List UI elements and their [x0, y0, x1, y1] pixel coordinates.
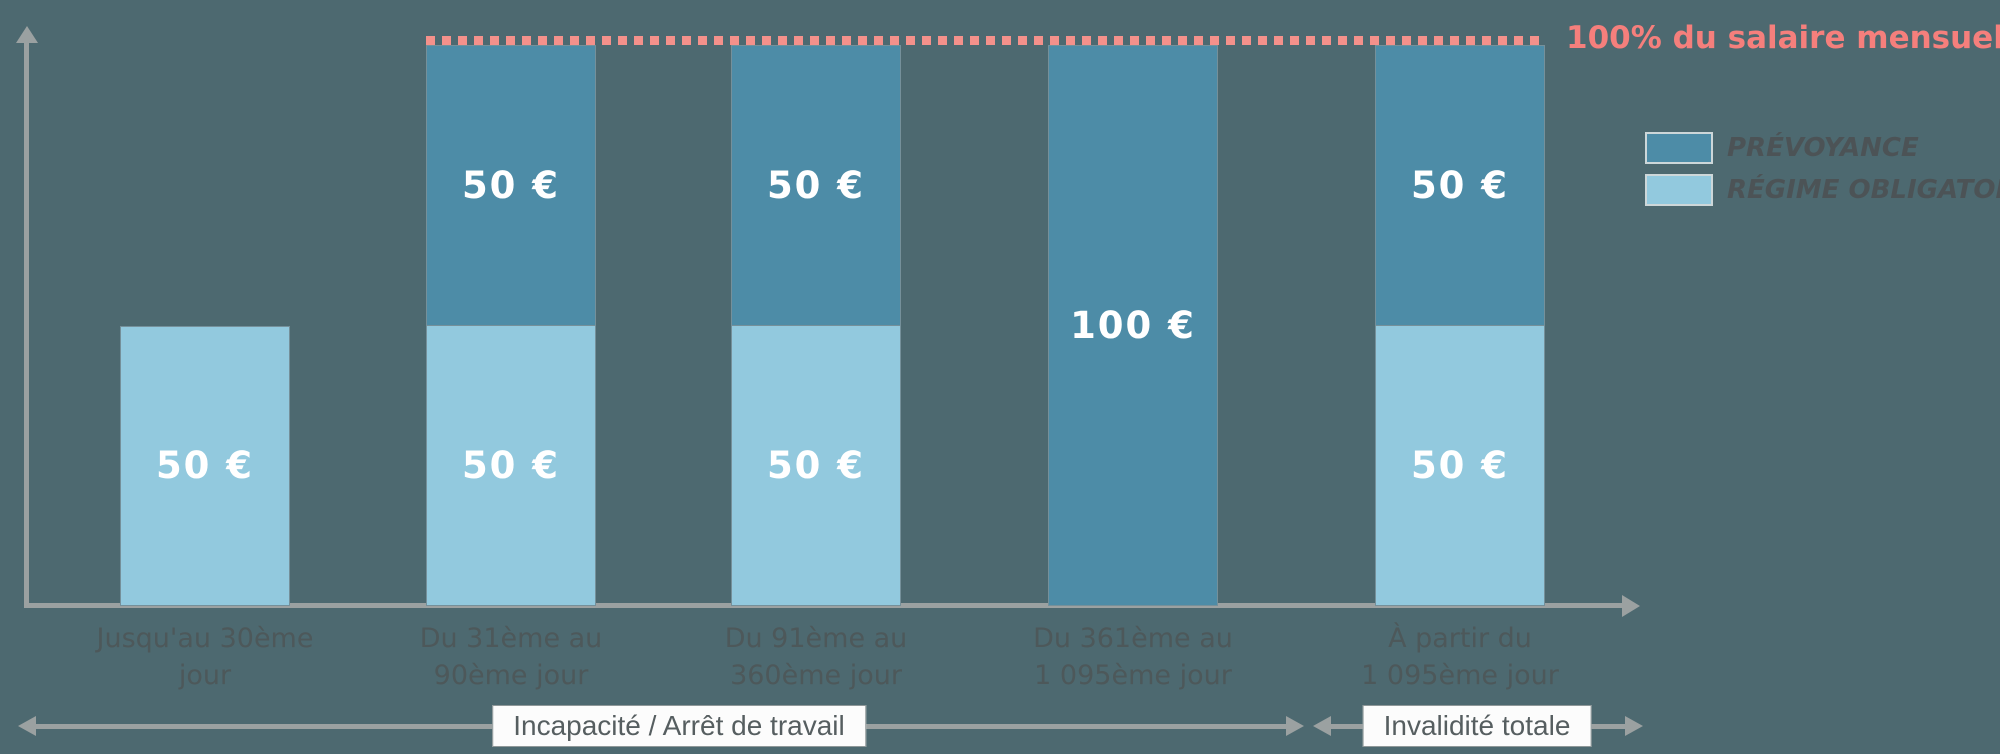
bar-group: 50 € 50 € — [426, 45, 596, 606]
bar-segment-regime: 50 € — [120, 325, 290, 606]
y-axis-arrow-icon — [16, 26, 38, 43]
bar-segment-regime: 50 € — [731, 325, 901, 606]
legend: PRÉVOYANCE RÉGIME OBLIGATOIRE — [1645, 130, 2000, 208]
legend-item-prevoyance: PRÉVOYANCE — [1645, 130, 2000, 166]
category-label-line: Du 91ème au — [724, 623, 908, 654]
bar-value-label: 50 € — [766, 443, 866, 487]
category-label: Jusqu'au 30ème jour — [45, 620, 365, 694]
bar-segment-prevoyance: 50 € — [426, 45, 596, 326]
bar-value-label: 100 € — [1070, 304, 1196, 347]
range1-label-box: Incapacité / Arrêt de travail — [492, 705, 866, 747]
legend-label: PRÉVOYANCE — [1727, 133, 1919, 163]
category-label-line: jour — [178, 660, 232, 691]
range2-label-box: Invalidité totale — [1362, 705, 1592, 747]
bar-segment-prevoyance: 50 € — [1375, 45, 1545, 326]
bar-group: 50 € 50 € — [1375, 45, 1545, 606]
max-reference-label: 100% du salaire mensuel — [1566, 20, 2000, 56]
bar-group: 50 € — [120, 325, 290, 606]
legend-swatch-regime-obligatoire — [1645, 174, 1713, 206]
category-label-line: 360ème jour — [730, 660, 902, 691]
bar-group: 100 € — [1048, 45, 1218, 606]
bar-value-label: 50 € — [1410, 443, 1510, 487]
x-axis-arrow-icon — [1622, 595, 1640, 617]
category-label-line: Du 361ème au — [1033, 623, 1233, 654]
bar-value-label: 50 € — [766, 163, 866, 207]
legend-swatch-prevoyance — [1645, 132, 1713, 164]
legend-label: RÉGIME OBLIGATOIRE — [1727, 175, 2000, 205]
bar-value-label: 50 € — [1410, 163, 1510, 207]
category-label: Du 31ème au 90ème jour — [351, 620, 671, 694]
bar-segment-prevoyance: 50 € — [731, 45, 901, 326]
bar-segment-regime: 50 € — [426, 325, 596, 606]
bar-value-label: 50 € — [461, 443, 561, 487]
bar-group: 50 € 50 € — [731, 45, 901, 606]
range2-right-arrow-icon — [1625, 716, 1643, 736]
range1-left-arrow-icon — [18, 716, 36, 736]
category-label-line: 90ème jour — [433, 660, 589, 691]
category-label: Du 361ème au 1 095ème jour — [973, 620, 1293, 694]
range1-right-arrow-icon — [1286, 716, 1304, 736]
category-label-line: À partir du — [1388, 623, 1532, 654]
range2-left-arrow-icon — [1313, 716, 1331, 736]
category-label-line: 1 095ème jour — [1034, 660, 1232, 691]
y-axis — [24, 42, 29, 606]
category-label-line: Jusqu'au 30ème — [96, 623, 314, 654]
category-label: À partir du 1 095ème jour — [1300, 620, 1620, 694]
legend-item-regime-obligatoire: RÉGIME OBLIGATOIRE — [1645, 172, 2000, 208]
max-reference-dotted-line — [426, 36, 1545, 45]
bar-segment-regime: 50 € — [1375, 325, 1545, 606]
category-label-line: 1 095ème jour — [1361, 660, 1559, 691]
bar-segment-prevoyance: 100 € — [1048, 45, 1218, 606]
bar-value-label: 50 € — [461, 163, 561, 207]
category-label-line: Du 31ème au — [419, 623, 603, 654]
bar-value-label: 50 € — [155, 444, 255, 488]
category-label: Du 91ème au 360ème jour — [656, 620, 976, 694]
